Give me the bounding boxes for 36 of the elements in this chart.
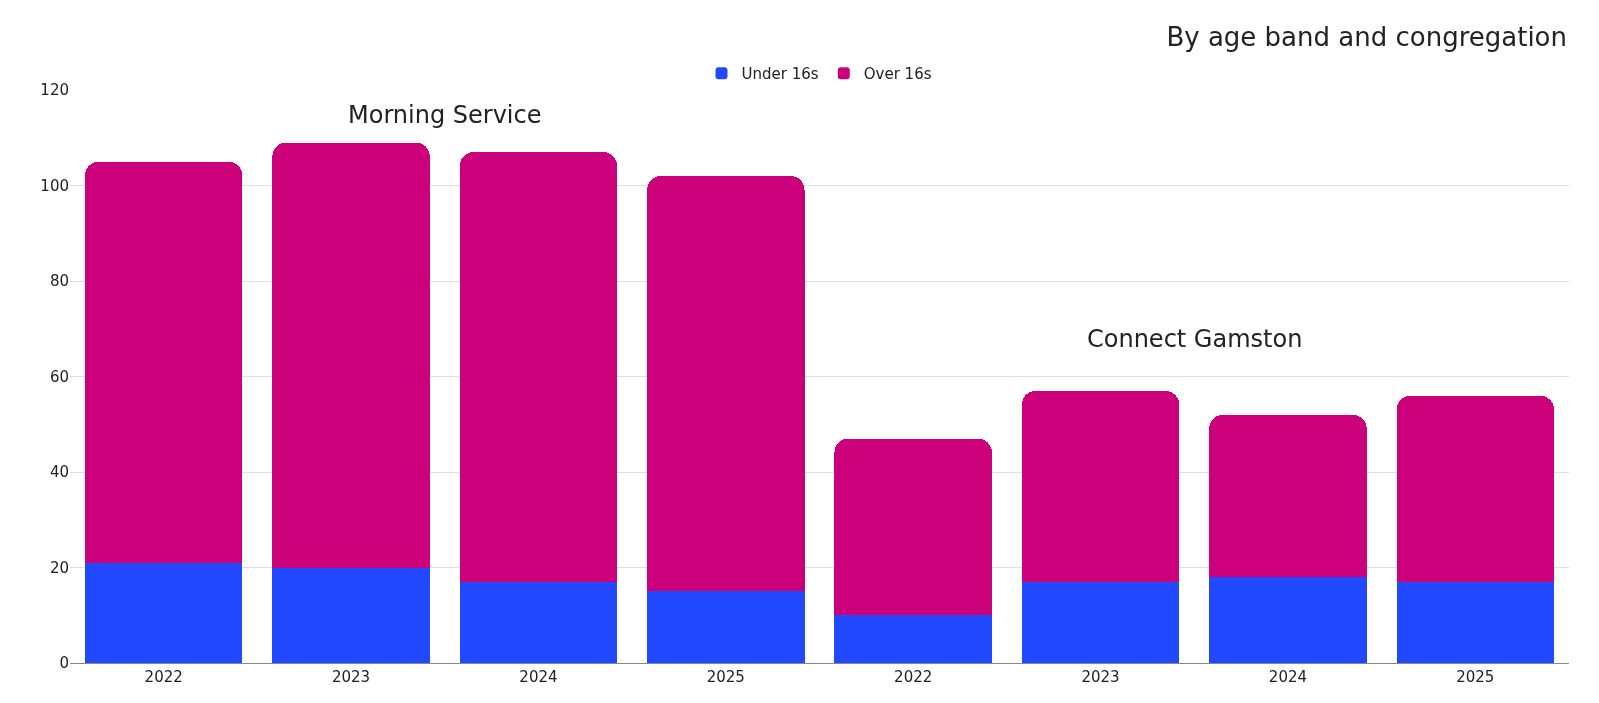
annotation: Connect Gamston — [1087, 325, 1303, 353]
bar — [1209, 414, 1367, 578]
y-tick-label: 20 — [49, 558, 69, 577]
bar — [1021, 581, 1180, 663]
y-tick-label: 120 — [40, 81, 69, 100]
y-tick-label: 100 — [40, 176, 69, 195]
legend-label: Over 16s — [863, 65, 932, 84]
y-tick-label: 80 — [49, 272, 69, 291]
x-tick-label: 2023 — [1081, 668, 1120, 686]
bar — [459, 581, 618, 663]
x-tick-label: 2025 — [1456, 668, 1495, 686]
x-tick-label: 2022 — [144, 668, 183, 686]
bar — [272, 567, 430, 663]
bar — [1396, 395, 1555, 582]
x-tick-label: 2023 — [331, 668, 371, 686]
legend-label: Under 16s — [741, 65, 819, 84]
bar — [84, 161, 243, 563]
bar — [1209, 577, 1367, 663]
bar — [84, 562, 243, 663]
x-tick-label: 2025 — [706, 668, 745, 686]
bar — [647, 175, 805, 592]
chart-title: By age band and congregation — [1166, 22, 1568, 53]
y-tick-label: 40 — [49, 463, 69, 482]
bar — [834, 438, 992, 616]
bar — [647, 591, 805, 663]
bar — [1396, 581, 1555, 663]
y-tick-label: 60 — [49, 367, 69, 386]
bar — [459, 152, 618, 582]
bar — [1021, 390, 1180, 582]
annotation: Morning Service — [348, 101, 542, 129]
x-tick-label: 2024 — [1268, 668, 1308, 686]
bar — [272, 142, 430, 568]
y-tick-label: 0 — [59, 654, 69, 673]
x-tick-label: 2024 — [519, 668, 558, 686]
bar — [834, 615, 992, 663]
x-tick-label: 2022 — [894, 668, 933, 686]
